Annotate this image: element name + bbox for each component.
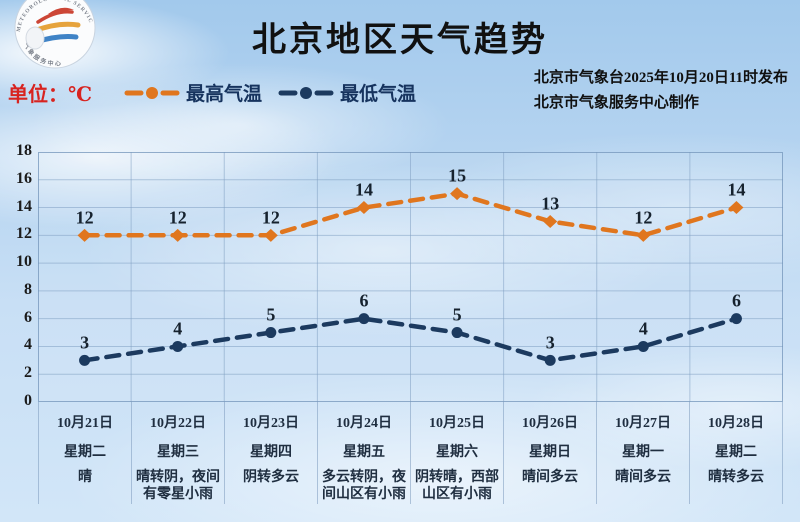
y-tick-label: 16 [16,169,32,187]
x-label-weather: 多云转阴，夜间山区有小雨 [322,470,406,502]
legend-label-low: 最低气温 [339,84,416,105]
x-label-column: 10月27日 星期一晴间多云 [596,402,689,504]
publisher-info: 北京市气象台2025年10月20日11时发布 北京市气象服务中心制作 [534,66,788,116]
x-label-weather: 晴间多云 [522,470,578,485]
publisher-line1: 北京市气象台2025年10月20日11时发布 [533,70,788,86]
x-label-column: 10月24日 星期五多云转阴，夜间山区有小雨 [317,402,410,504]
x-label-weekday: 星期六 [436,445,478,460]
unit-label: 单位：℃ [8,84,92,106]
data-point-marker [543,214,558,228]
x-label-weather: 晴 [78,470,92,485]
y-tick-label: 0 [24,392,32,409]
x-label-date: 10月26日 [522,416,578,431]
y-tick-label: 2 [24,364,32,382]
data-point-marker [356,201,371,215]
x-label-date: 10月27日 [615,416,671,431]
data-point-label: 14 [355,180,373,200]
logo-cloud [25,26,45,50]
y-tick-label: 12 [16,225,32,243]
x-label-weekday: 星期五 [343,445,385,460]
x-label-weekday: 星期一 [622,445,664,460]
data-point-label: 3 [80,332,89,352]
y-tick-label: 8 [24,280,32,298]
plot-area: 12 12 12 14 15 13 12 14 3 4 5 6 5 3 4 6 [38,152,783,402]
y-tick-label: 10 [16,253,32,271]
page-title: 北京地区天气趋势 [252,22,548,59]
x-label-weather: 阴转多云 [243,470,299,485]
data-point-marker [636,228,651,242]
plot-border [38,152,783,402]
x-label-column: 10月26日 星期日晴间多云 [503,402,596,504]
high-temp-dash-icon [124,86,180,99]
x-label-weekday: 星期二 [715,445,757,460]
data-point-marker [729,201,744,215]
x-label-weather: 晴转阴，夜间有零星小雨 [136,470,220,502]
x-label-weather: 晴间多云 [615,470,671,485]
x-label-column: 10月22日 星期三晴转阴，夜间有零星小雨 [131,402,224,504]
data-point-marker [79,354,91,366]
x-axis-labels: 10月21日 星期二晴 10月22日 星期三 晴转阴，夜间有零星小雨 10月23日 星期四阴… [38,402,783,504]
data-point-marker [450,187,465,201]
data-point-marker [77,228,92,242]
beijing-meteorological-service-logo: METEOROLOGICAL SERVICE 气象服务中心 [8,0,96,69]
x-label-date: 10月22日 [150,416,206,431]
data-point-label: 6 [732,291,741,311]
data-point-label: 5 [453,305,462,325]
x-label-weekday: 星期日 [529,445,571,460]
x-label-weekday: 星期四 [250,445,292,460]
data-point-label: 6 [359,291,368,311]
legend-row: 单位：℃ 最高气温 最低气温 [8,78,416,107]
x-label-weather: 阴转晴，西部山区有小雨 [415,470,499,502]
data-point-marker [451,327,463,339]
data-point-marker [170,228,185,242]
y-tick-label: 18 [16,142,32,159]
data-point-marker [172,340,184,352]
data-point-label: 12 [262,207,280,227]
data-point-label: 15 [448,166,466,186]
x-label-weekday: 星期三 [157,445,199,460]
y-tick-label: 6 [24,308,32,326]
data-point-label: 12 [169,207,187,227]
logo-red-arc [36,9,74,24]
data-point-label: 12 [634,207,652,227]
x-label-column: 10月21日 星期二晴 [39,402,131,504]
data-point-marker [730,313,742,325]
data-point-marker [263,228,278,242]
x-label-column: 10月25日 星期六阴转晴，西部山区有小雨 [410,402,503,504]
y-tick-label: 14 [16,197,32,215]
legend-item-high: 最高气温 [124,79,262,106]
y-tick-label: 4 [24,336,32,354]
data-point-label: 13 [541,193,559,213]
data-point-label: 14 [727,180,745,200]
publisher-line2: 北京市气象服务中心制作 [533,95,699,111]
series-line-high [82,191,739,238]
legend-item-low: 最低气温 [278,79,416,106]
x-label-date: 10月28日 [708,416,764,431]
data-point-label: 5 [266,305,275,325]
data-point-marker [265,327,277,339]
data-point-marker [358,313,370,325]
low-temp-dash-icon [278,86,334,99]
series-line-low [82,316,739,363]
data-point-marker [637,340,649,352]
data-point-label: 12 [76,207,94,227]
data-point-label: 3 [546,332,555,352]
x-label-weekday: 星期二 [64,445,106,460]
x-label-date: 10月23日 [243,416,299,431]
x-label-date: 10月21日 [57,416,113,431]
data-point-label: 4 [173,318,182,338]
chart-svg: 12 12 12 14 15 13 12 14 3 4 5 6 5 3 4 6 [38,152,783,402]
data-point-label: 4 [639,318,648,338]
x-label-column: 10月23日 星期四阴转多云 [224,402,317,504]
x-label-date: 10月25日 [429,416,485,431]
legend-label-high: 最高气温 [185,84,262,105]
data-point-marker [544,354,556,366]
x-label-column: 10月28日 星期二晴转多云 [689,402,782,504]
x-label-date: 10月24日 [336,416,392,431]
x-label-weather: 晴转多云 [708,470,764,485]
